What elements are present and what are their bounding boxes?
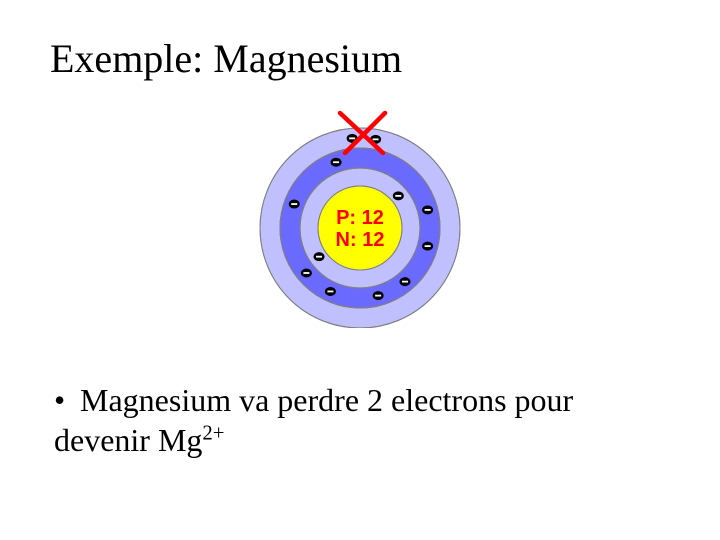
bullet-marker: • [54,380,80,420]
bullet-text: Magnesium va perdre 2 electrons pour dev… [54,382,573,458]
svg-text:N: 12: N: 12 [336,229,385,251]
svg-text:P: 12: P: 12 [336,207,384,229]
page-title: Exemple: Magnesium [50,35,402,82]
atom-diagram: P: 12N: 12 [245,98,475,328]
bullet-line: •Magnesium va perdre 2 electrons pour de… [54,380,674,460]
atom-svg: P: 12N: 12 [245,98,475,328]
slide: { "title": "Exemple: Magnesium", "bullet… [0,0,720,540]
bullet-superscript: 2+ [202,421,224,444]
